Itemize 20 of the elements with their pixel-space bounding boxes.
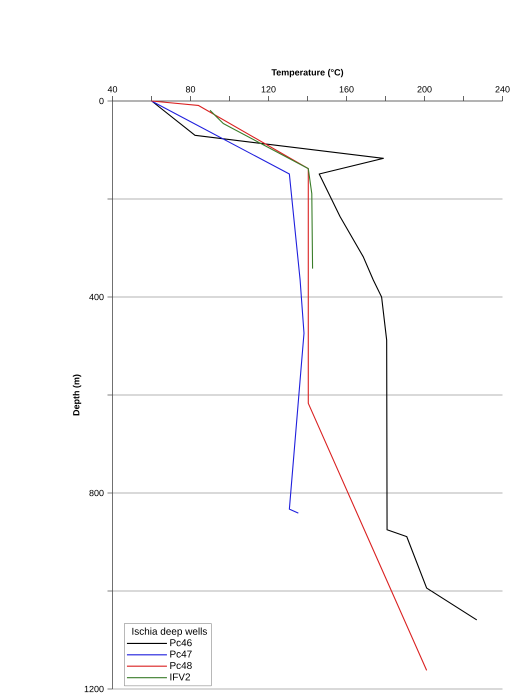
y-tick-label: 800 bbox=[89, 490, 104, 496]
x-tick-label: 80 bbox=[186, 86, 196, 92]
legend-label: Pc47 bbox=[170, 650, 192, 658]
legend-title: Ischia deep wells bbox=[132, 628, 207, 637]
line-series bbox=[209, 110, 314, 270]
y-tick-label: 1200 bbox=[84, 686, 104, 692]
y-tick-label: 400 bbox=[89, 294, 104, 300]
x-axis-title: Temperature (°C) bbox=[272, 68, 344, 78]
line-series bbox=[150, 100, 305, 514]
legend-label: IFV2 bbox=[170, 673, 190, 680]
x-tick-label: 120 bbox=[262, 86, 276, 92]
x-tick-label: 200 bbox=[417, 86, 432, 92]
line-series bbox=[151, 100, 478, 620]
legend-label: Pc46 bbox=[170, 639, 192, 646]
x-tick-label: 160 bbox=[340, 86, 354, 92]
y-tick-label: 0 bbox=[99, 98, 104, 104]
y-axis-title: Depth (m) bbox=[72, 374, 82, 416]
x-tick-label: 240 bbox=[495, 86, 510, 92]
legend-label: Pc48 bbox=[170, 662, 192, 670]
x-tick-label: 40 bbox=[108, 86, 118, 92]
